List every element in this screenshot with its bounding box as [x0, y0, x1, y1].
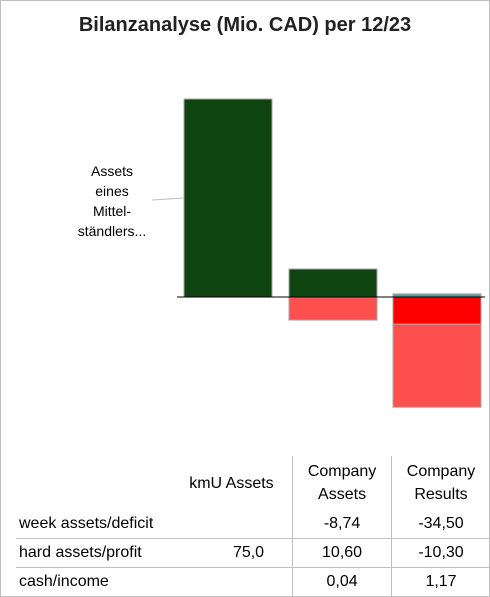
table-cell [170, 567, 293, 596]
table-header-line: Company [406, 463, 476, 480]
bars-group [183, 98, 482, 408]
annotation-label: Assets eines Mittel- ständlers... [70, 161, 154, 241]
table-cell: 75,0 [170, 538, 293, 568]
table-header-kmu-assets: kmU Assets [189, 474, 274, 492]
table-cell: -10,30 [391, 538, 490, 568]
table-cell: 0,04 [292, 567, 392, 596]
table-header-line: Assets [318, 486, 367, 503]
bar-kmu-hard-assets [183, 98, 273, 298]
bar-company-hard-assets [288, 268, 378, 298]
annotation-line: eines [95, 183, 129, 199]
row-label: week assets/deficit [19, 515, 154, 532]
table-header-line: Results [414, 486, 468, 503]
table-header-company-assets: Company Assets [292, 456, 392, 510]
table-cell: 1,17 [391, 567, 490, 596]
row-label: cash/income [16, 567, 171, 596]
annotation-line: ständlers... [77, 223, 147, 239]
data-table: kmU Assets Company Assets Company Results … [16, 456, 490, 596]
bar-results-loss [392, 296, 482, 325]
row-label: hard assets/profit [16, 538, 171, 568]
bar-results-deficit [392, 323, 482, 408]
bar-company-weak-assets [288, 296, 378, 321]
chart-title: Bilanzanalyse (Mio. CAD) per 12/23 [78, 14, 412, 36]
annotation-line: Mittel- [92, 203, 132, 219]
table-cell: -34,50 [391, 510, 490, 539]
annotation-leader-line [151, 197, 185, 201]
table-cell [171, 510, 293, 539]
table-row: cash/income 0,04 1,17 [16, 567, 490, 596]
table-header-line: Company [307, 463, 377, 480]
table-header-blank [16, 456, 171, 510]
annotation-line: Assets [90, 163, 133, 179]
table-cell: -8,74 [292, 510, 392, 539]
table-cell: 10,60 [292, 538, 392, 568]
table-header-row: kmU Assets Company Assets Company Results [16, 456, 490, 510]
table-header-company-results: Company Results [391, 456, 490, 510]
table-row: week assets/deficit -8,74 -34,50 [16, 510, 490, 539]
table-row: hard assets/profit 75,0 10,60 -10,30 [16, 538, 490, 568]
